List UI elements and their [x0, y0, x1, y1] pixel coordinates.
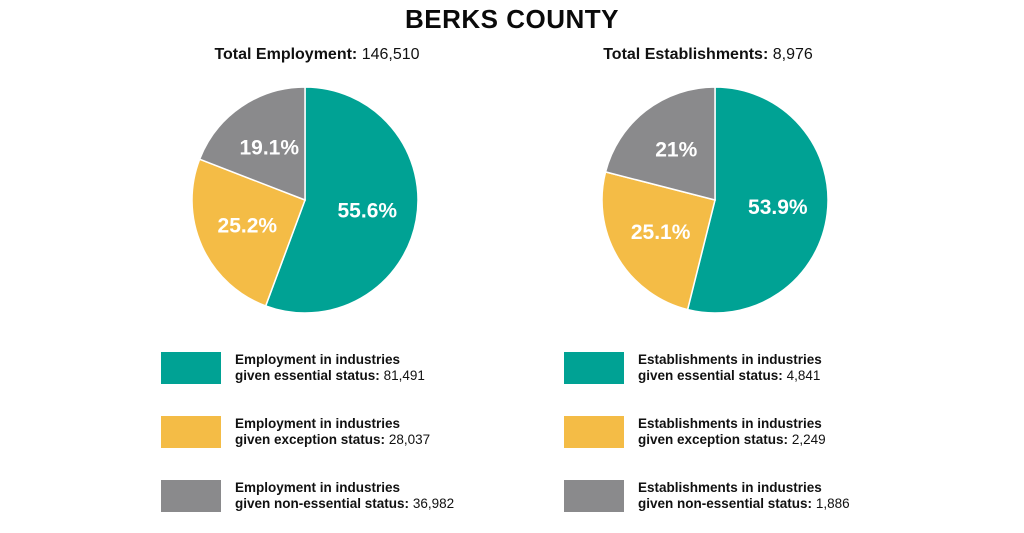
legend-swatch-non-essential	[564, 480, 624, 512]
legend-swatch-non-essential	[161, 480, 221, 512]
employment-legend-essential: Employment in industries given essential…	[161, 349, 425, 387]
legend-text: Employment in industries given exception…	[235, 416, 431, 447]
establishments-slice-label-non-essential: 21%	[655, 139, 697, 162]
establishments-legend-non-essential: Establishments in industries given non-e…	[564, 477, 850, 515]
legend-swatch-essential	[161, 352, 221, 384]
employment-legend-exception: Employment in industries given exception…	[161, 413, 430, 451]
employment-chart-title: Total Employment: 146,510	[107, 46, 527, 64]
legend-text: Establishments in industries given excep…	[638, 416, 826, 447]
establishments-pie-chart: 53.9% 25.1% 21%	[601, 86, 829, 314]
employment-slice-label-non-essential: 19.1%	[239, 136, 299, 159]
employment-slice-label-exception: 25.2%	[218, 214, 278, 237]
establishments-chart-title: Total Establishments: 8,976	[498, 46, 918, 64]
establishments-slice-essential	[686, 86, 829, 314]
employment-title-label: Total Employment:	[214, 46, 358, 63]
establishments-slice-label-essential: 53.9%	[748, 196, 808, 219]
establishments-legend-essential: Establishments in industries given essen…	[564, 349, 822, 387]
employment-slice-exception	[191, 158, 306, 307]
employment-slice-essential	[264, 86, 419, 314]
legend-text: Employment in industries given essential…	[235, 352, 425, 383]
establishments-legend-exception: Establishments in industries given excep…	[564, 413, 826, 451]
legend-text: Establishments in industries given non-e…	[638, 480, 850, 511]
employment-title-value: 146,510	[361, 46, 420, 63]
establishments-slice-non-essential	[604, 86, 716, 201]
establishments-title-value: 8,976	[772, 46, 813, 63]
employment-pie-chart: 55.6% 25.2% 19.1%	[191, 86, 419, 314]
employment-slice-non-essential	[198, 86, 306, 202]
page-title: BERKS COUNTY	[404, 4, 619, 34]
establishments-slice-exception	[601, 170, 716, 311]
legend-swatch-exception	[161, 416, 221, 448]
legend-swatch-exception	[564, 416, 624, 448]
establishments-slice-label-exception: 25.1%	[631, 221, 691, 244]
legend-text: Establishments in industries given essen…	[638, 352, 822, 383]
legend-swatch-essential	[564, 352, 624, 384]
establishments-title-label: Total Establishments:	[603, 46, 769, 63]
employment-slice-label-essential: 55.6%	[338, 200, 398, 223]
legend-text: Employment in industries given non-essen…	[235, 480, 455, 511]
employment-legend-non-essential: Employment in industries given non-essen…	[161, 477, 454, 515]
